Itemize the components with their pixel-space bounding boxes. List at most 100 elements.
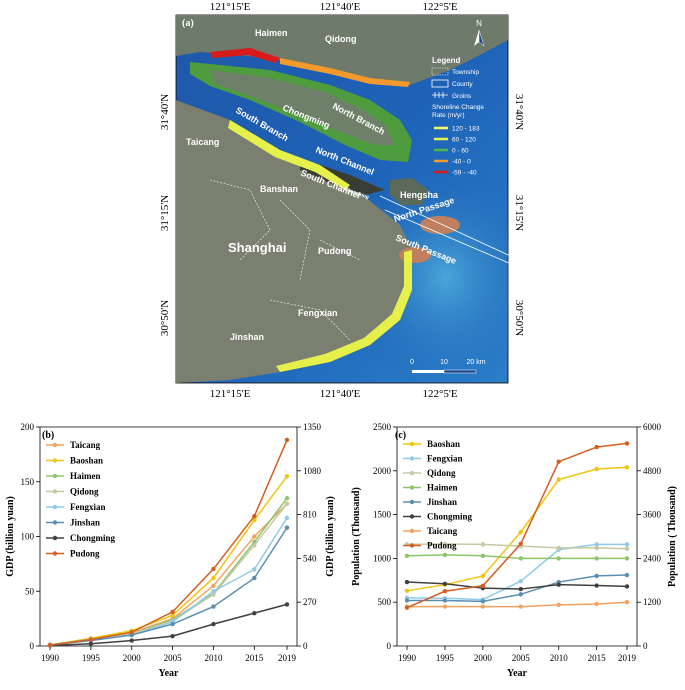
data-point	[252, 517, 257, 523]
top-tick: 121°40'E	[320, 1, 361, 13]
place-label: Fengxian	[298, 308, 338, 318]
x-tick-label: 1990	[398, 653, 417, 663]
legend-marker	[52, 489, 58, 494]
data-point	[518, 578, 523, 584]
y-axis-title-left: GDP (billion yuan)	[5, 496, 16, 577]
data-point	[518, 529, 523, 535]
data-point	[211, 575, 216, 581]
legend-marker	[409, 456, 415, 461]
legend-marker	[52, 520, 58, 525]
left-tick-label: 100	[21, 532, 35, 542]
data-point	[170, 633, 175, 639]
data-point	[404, 598, 410, 603]
data-point	[442, 604, 448, 609]
data-point	[211, 604, 216, 609]
legend-label: Fengxian	[427, 454, 463, 464]
left-tick-label: 500	[378, 597, 392, 607]
place-label: Haimen	[255, 28, 288, 38]
data-point	[442, 552, 448, 558]
right-tick-label: 270	[303, 597, 317, 607]
x-tick-label: 2005	[512, 653, 531, 663]
legend-label: Jinshan	[427, 497, 457, 507]
data-point	[624, 546, 630, 551]
data-point	[480, 573, 486, 579]
data-point	[442, 541, 448, 547]
right-tick-label: 4800	[643, 466, 662, 476]
data-point	[129, 630, 134, 635]
left-tick: 31°15'N	[159, 195, 171, 231]
population-chart: (c) 0 500 1000 1500 2000 2500 0 1200 2400 3600 480…	[351, 422, 678, 679]
north-branch-erosion	[210, 48, 280, 63]
data-point	[211, 566, 216, 572]
data-point	[252, 575, 257, 581]
left-tick-label: 2000	[373, 466, 392, 476]
x-tick-label: 1990	[41, 653, 60, 663]
series-line-taicang	[407, 601, 628, 608]
legend-label: Baoshan	[70, 456, 103, 466]
legend-marker	[409, 499, 415, 505]
data-point	[284, 515, 290, 521]
data-point	[556, 602, 561, 608]
scale-tick: 20 km	[466, 359, 485, 366]
data-point	[442, 598, 448, 603]
panel-label-a: (a)	[182, 18, 194, 29]
x-tick-label: 2015	[245, 653, 264, 663]
legend-label: Qidong	[427, 468, 456, 478]
data-point	[88, 641, 94, 647]
left-tick: 30°50'N	[159, 300, 171, 336]
legend-label: Qidong	[70, 487, 99, 497]
data-point	[284, 474, 290, 479]
series-line-jinshan	[407, 574, 628, 603]
data-point	[594, 556, 599, 561]
legend-marker	[409, 485, 415, 490]
data-point	[556, 459, 561, 464]
y-axis-title-left: Population (Thousand)	[351, 487, 362, 586]
legend-swatch-township	[431, 67, 449, 76]
north-branch-erosion-2	[280, 58, 410, 87]
legend-label: Pudong	[427, 541, 457, 551]
legend-marker	[52, 442, 58, 448]
x-tick-label: 2005	[164, 653, 183, 663]
x-tick-label: 2019	[278, 653, 297, 663]
data-point	[594, 444, 599, 450]
right-tick-label: 0	[303, 641, 308, 651]
legend-rate-label: -59 - -40	[452, 170, 477, 177]
x-tick-label: 2015	[588, 653, 607, 663]
legend-marker	[52, 535, 58, 541]
map-panel: 121°15'E 121°40'E 122°5'E 121°15'E 121°4…	[150, 0, 540, 400]
left-tick-label: 0	[30, 641, 35, 651]
data-point	[252, 514, 257, 519]
right-tick-label: 1200	[643, 597, 662, 607]
data-point	[442, 589, 448, 594]
data-point	[404, 588, 410, 594]
legend-label: Pudong	[70, 549, 100, 559]
legend-label: Taicang	[70, 440, 101, 450]
data-point	[480, 583, 486, 588]
shoal-north	[420, 216, 460, 234]
north-arrow-icon	[474, 30, 479, 46]
data-point	[252, 534, 257, 539]
legend-swatch-county	[431, 79, 449, 88]
series-line-haimen	[406, 554, 627, 560]
data-point	[47, 642, 53, 648]
y-axis-title-right: Population ( Thousand)	[667, 486, 678, 587]
data-point	[518, 604, 523, 609]
data-point	[624, 465, 630, 470]
x-tick-label: 2010	[550, 653, 569, 663]
legend-item: County	[452, 81, 473, 88]
legend-marker	[409, 528, 415, 534]
data-point	[442, 581, 448, 587]
legend-marker	[52, 473, 58, 479]
bottom-tick: 121°40'E	[320, 388, 361, 400]
data-point	[518, 556, 523, 561]
place-label: Qidong	[325, 34, 357, 44]
data-point	[88, 637, 94, 642]
right-tick-label: 2400	[643, 553, 662, 563]
map-figure: 121°15'E 121°40'E 122°5'E 121°15'E 121°4…	[159, 1, 531, 400]
legend-label: Haimen	[427, 483, 458, 493]
bottom-tick: 121°15'E	[210, 388, 251, 400]
legend-rate-label: 0 - 60	[452, 148, 469, 155]
legend-marker	[409, 441, 415, 447]
data-point	[624, 441, 630, 446]
data-point	[404, 553, 410, 558]
